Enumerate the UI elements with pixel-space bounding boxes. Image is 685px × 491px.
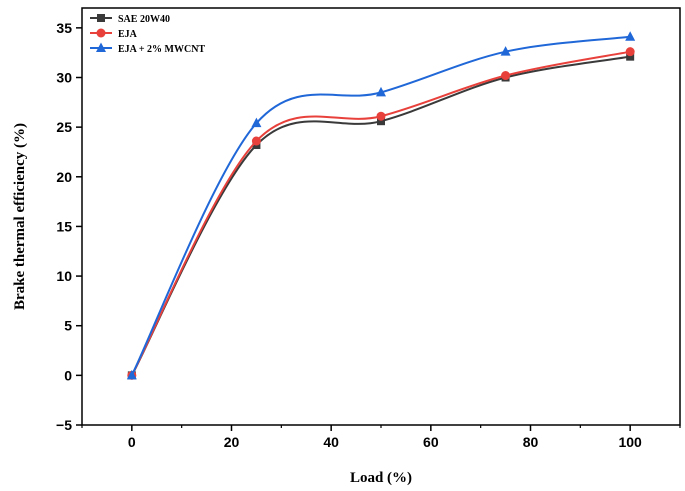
legend-marker — [96, 28, 106, 38]
data-point — [377, 117, 385, 126]
legend: SAE 20W40 EJA EJA + 2% MWCNT — [90, 14, 205, 55]
legend-marker — [97, 14, 105, 22]
data-point — [501, 71, 511, 81]
series-line — [130, 55, 631, 376]
data-point — [625, 47, 635, 57]
legend-item: EJA + 2% MWCNT — [90, 42, 205, 55]
data-point — [376, 86, 386, 97]
y-tick-label: 20 — [56, 169, 72, 185]
series-line — [130, 35, 631, 376]
series-line — [130, 50, 631, 376]
legend-label: EJA — [118, 29, 138, 40]
data-point — [626, 52, 635, 61]
data-point — [625, 31, 636, 41]
legend-label: SAE 20W40 — [118, 14, 170, 25]
y-axis-title: Brake thermal efficiency (%) — [12, 123, 28, 310]
y-tick-label: 25 — [56, 119, 72, 135]
y-tick-label: 10 — [56, 268, 72, 284]
y-tick-label: 15 — [56, 218, 72, 234]
y-tick-label: 0 — [64, 367, 72, 383]
x-tick-label: 60 — [423, 434, 439, 450]
y-tick-label: −5 — [56, 417, 72, 433]
y-tick-label: 5 — [64, 318, 72, 334]
y-tick-label: 35 — [56, 20, 72, 36]
x-tick-label: 20 — [224, 434, 240, 450]
plot-frame — [81, 7, 681, 426]
data-point — [126, 369, 137, 380]
series-3 — [126, 31, 636, 380]
x-tick-label: 0 — [128, 434, 136, 450]
legend-item: SAE 20W40 — [90, 14, 170, 25]
data-point — [251, 136, 261, 146]
series-1 — [127, 52, 635, 380]
y-tick-label: 30 — [56, 70, 72, 86]
x-axis: 0 20 40 60 80 100 — [81, 425, 681, 450]
x-tick-label: 100 — [618, 434, 642, 450]
data-point — [500, 46, 511, 56]
legend-marker — [96, 42, 106, 52]
legend-item: EJA — [90, 28, 138, 40]
x-tick-label: 40 — [323, 434, 339, 450]
plot-border — [81, 7, 681, 426]
data-point — [251, 117, 262, 128]
x-axis-title: Load (%) — [350, 470, 412, 486]
data-point — [376, 111, 386, 121]
y-axis: −5 0 5 10 15 20 25 30 35 — [56, 20, 82, 433]
series-layer — [126, 31, 636, 380]
legend-label: EJA + 2% MWCNT — [118, 44, 205, 55]
x-tick-label: 80 — [523, 434, 539, 450]
